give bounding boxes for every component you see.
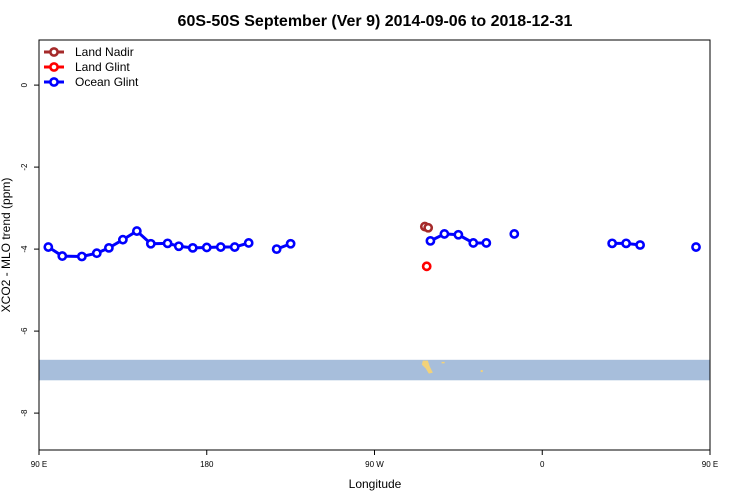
ocean-glint-point [607,238,618,249]
ocean-glint-point [117,234,128,245]
x-tick-label: 180 [200,460,214,469]
ocean-glint-point [76,251,87,262]
ocean-glint-point [187,242,198,253]
ocean-glint-point [271,244,282,254]
ocean-glint-point [215,242,226,252]
legend-land-nadir-label: Land Nadir [75,45,134,59]
ocean-glint-point [243,238,254,248]
ocean-glint-point [468,238,479,248]
map-band [39,359,710,381]
x-axis: 90 E 180 90 W 0 90 E [31,450,718,469]
map-band-layer [39,359,710,381]
ocean-glint-point [453,229,464,240]
y-tick-label: -2 [20,163,29,171]
x-tick-label: 90 W [365,460,384,469]
legend-ocean-glint-marker [49,77,59,87]
ocean-glint-point [145,238,156,249]
land-patch [441,361,445,364]
ocean-glint-point [621,238,632,249]
y-tick-label: -4 [20,245,29,253]
ocean-glint-point [229,242,240,252]
ocean-glint-point [439,229,450,239]
ocean-glint-point [635,240,646,250]
series-layer [43,221,701,272]
x-tick-label: 0 [540,460,545,469]
ocean-glint-point [162,238,173,249]
ocean-glint-point [131,226,142,236]
ocean-glint-point [173,241,184,252]
chart-title: 60S-50S September (Ver 9) 2014-09-06 to … [178,13,573,30]
ocean-glint-point [481,238,492,248]
y-axis-label: XCO2 - MLO trend (ppm) [0,178,13,313]
legend-land-glint-label: Land Glint [75,60,130,74]
ocean-glint-point [103,242,114,253]
ocean-glint-point [285,238,296,249]
ocean-glint-point [425,235,436,246]
x-axis-label: Longitude [349,477,402,491]
ocean-glint-point [43,242,54,252]
y-tick-label: -8 [20,409,29,417]
ocean-glint-point [201,242,212,253]
ocean-glint-point [691,242,701,252]
x-tick-label: 90 E [31,460,47,469]
legend-land-glint-marker [49,62,59,72]
land-patch [480,370,483,373]
y-tick-label: 0 [20,82,29,87]
ocean-glint-point [57,251,68,261]
legend-ocean-glint-label: Ocean Glint [75,75,139,89]
ocean-glint-point [91,248,102,259]
y-tick-label: -6 [20,327,29,335]
x-tick-label: 90 E [702,460,718,469]
ocean-glint-point [509,229,520,239]
land-patch [421,360,433,374]
y-axis: 0 -2 -4 -6 -8 [20,82,39,417]
legend-land-nadir-marker [49,47,59,57]
land-glint-point [421,261,432,272]
land-nadir-point [423,222,434,233]
